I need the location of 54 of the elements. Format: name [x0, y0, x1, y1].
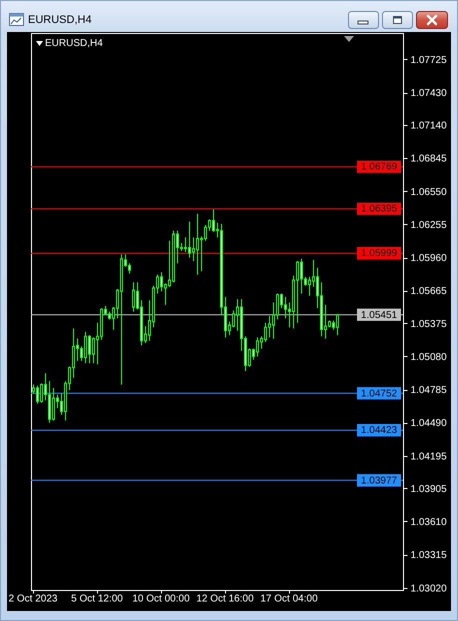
candlestick: [40, 382, 43, 403]
candlestick: [88, 334, 91, 364]
y-tick-label: 1.05960: [410, 253, 448, 264]
candlestick: [84, 331, 87, 364]
candlestick: [192, 236, 195, 262]
candlestick: [296, 260, 299, 324]
y-tick-label: 1.03905: [410, 484, 448, 495]
ref-line-label: 1.03977: [360, 475, 398, 486]
x-tick-label: 12 Oct 16:00: [196, 594, 254, 604]
y-tick-label: 1.04195: [410, 451, 448, 462]
candlestick: [212, 208, 215, 232]
candlestick: [92, 336, 95, 364]
ref-line-label: 1.05999: [360, 248, 398, 260]
y-tick-label: 1.04785: [410, 385, 448, 396]
candlestick: [184, 236, 187, 252]
y-tick-label: 1.03315: [410, 550, 448, 562]
y-tick-label: 1.06845: [410, 154, 448, 165]
candlestick: [268, 315, 271, 338]
candlestick: [160, 272, 163, 292]
text: EURUSD,H4: [45, 38, 103, 50]
y-tick-label: 1.03020: [410, 583, 448, 594]
y-tick-label: 1.06255: [410, 220, 448, 231]
y-tick-label: 1.07725: [410, 54, 448, 66]
candlestick: [256, 336, 259, 357]
y-tick-label: 1.05665: [410, 286, 448, 298]
candlestick: [300, 258, 303, 294]
candlestick: [188, 221, 191, 258]
candlestick: [308, 276, 311, 296]
candlestick: [52, 387, 55, 421]
y-tick-label: 1.05080: [410, 352, 448, 363]
x-tick-label: 2 Oct 2023: [8, 594, 58, 604]
candlestick: [36, 385, 39, 404]
ref-line-label: 1.06395: [360, 204, 398, 215]
chart-title: EURUSD,H4: [28, 14, 92, 27]
y-tick-label: 1.07140: [410, 120, 448, 132]
y-tick-label: 1.03610: [410, 517, 448, 528]
x-tick-label: 10 Oct 00:00: [132, 594, 190, 604]
ref-line-label: 1.05451: [360, 310, 398, 321]
x-tick-label: 17 Oct 04:00: [260, 594, 318, 604]
candlestick: [132, 282, 135, 312]
y-tick-label: 1.07430: [410, 88, 448, 100]
y-tick-label: 1.05375: [410, 318, 448, 330]
ref-line-label: 1.04752: [360, 388, 398, 400]
ref-line-label: 1.06769: [360, 162, 398, 173]
candlestick: [232, 310, 235, 328]
candlestick: [264, 322, 267, 342]
candlestick: [336, 313, 339, 336]
x-tick-label: 5 Oct 12:00: [71, 594, 124, 604]
candlestick: [284, 296, 287, 319]
y-tick-label: 1.06550: [410, 186, 448, 198]
y-tick-label: 1.04490: [410, 418, 448, 430]
candlestick: [128, 262, 131, 274]
ref-line-label: 1.04423: [360, 425, 398, 436]
candlestick: [196, 213, 199, 275]
